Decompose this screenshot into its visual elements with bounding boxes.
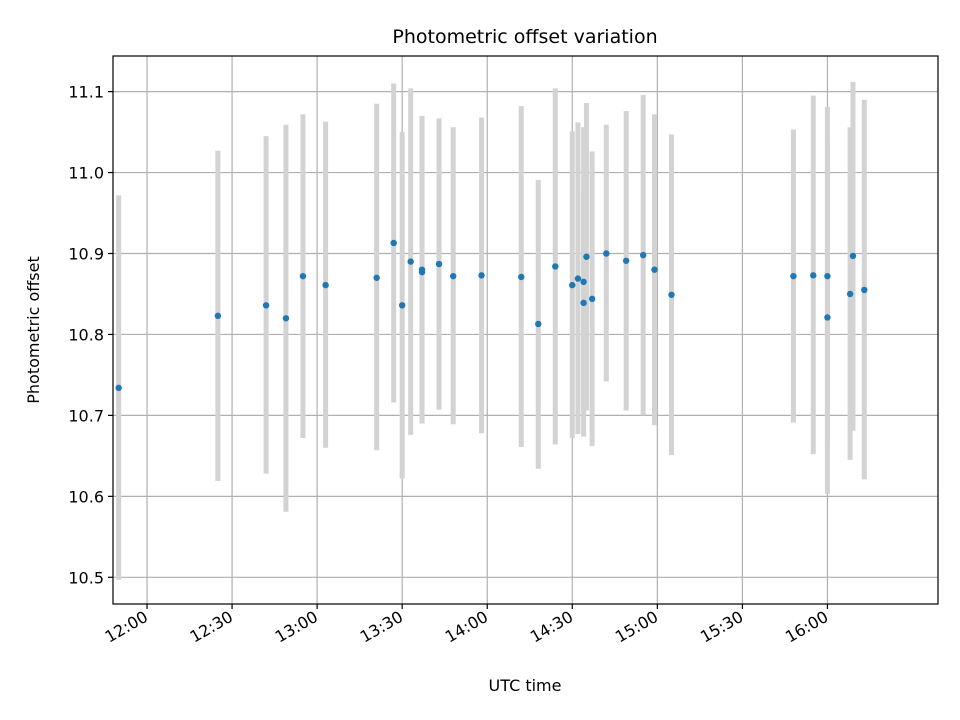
data-point	[569, 281, 576, 289]
x-tick-label: 14:00	[442, 607, 491, 647]
y-tick-label: 10.8	[68, 325, 104, 344]
data-point	[580, 278, 587, 286]
data-point	[849, 252, 857, 260]
data-points	[115, 239, 868, 392]
chart-title: Photometric offset variation	[392, 26, 657, 48]
x-tick-label: 13:30	[357, 607, 406, 647]
data-point	[824, 314, 831, 321]
data-point	[407, 258, 414, 265]
y-axis-ticks: 10.5 10.6 10.7 10.8 10.9 11.0 11.1	[68, 83, 113, 587]
data-point	[588, 295, 596, 303]
data-point	[390, 239, 397, 247]
data-point	[639, 251, 647, 259]
error-bars	[116, 81, 867, 580]
x-tick-label: 15:00	[612, 607, 661, 647]
data-point	[398, 302, 406, 309]
data-point	[583, 253, 590, 260]
plot-frame	[112, 55, 939, 605]
y-tick-label: 10.5	[68, 568, 104, 587]
data-point	[373, 274, 380, 281]
data-point	[115, 384, 122, 392]
data-point	[603, 250, 610, 257]
data-point	[322, 281, 329, 289]
data-point	[824, 272, 831, 280]
y-tick-label: 10.6	[68, 487, 104, 506]
data-point	[861, 286, 868, 294]
y-tick-label: 11.1	[68, 83, 104, 102]
x-tick-label: 12:30	[187, 607, 236, 647]
x-axis-ticks: 12:00 12:30 13:00 13:30 14:00 14:30 15:00 15:30…	[102, 604, 831, 647]
data-point	[282, 315, 290, 322]
data-point	[450, 272, 457, 280]
data-point	[478, 272, 485, 279]
data-point	[214, 312, 222, 320]
data-point	[418, 268, 426, 276]
data-point	[435, 260, 443, 268]
data-point	[552, 263, 559, 270]
data-point	[262, 302, 270, 309]
y-tick-label: 11.0	[68, 164, 104, 183]
x-tick-label: 13:00	[272, 607, 321, 647]
data-point	[299, 272, 307, 280]
data-point	[651, 266, 658, 273]
data-point	[622, 257, 630, 264]
data-point	[518, 273, 525, 281]
data-point	[574, 275, 582, 282]
x-tick-label: 15:30	[697, 607, 746, 647]
data-point	[810, 272, 817, 279]
y-tick-label: 10.7	[68, 406, 104, 425]
data-point	[668, 291, 675, 298]
x-tick-label: 14:30	[527, 607, 576, 647]
y-axis-label: Photometric offset	[24, 256, 43, 404]
x-axis-label: UTC time	[489, 676, 562, 695]
x-tick-label: 16:00	[782, 607, 831, 647]
data-point	[846, 290, 854, 298]
x-tick-label: 12:00	[102, 607, 151, 647]
y-tick-label: 10.9	[68, 245, 104, 264]
data-point	[790, 272, 797, 280]
data-point	[580, 299, 587, 307]
data-point	[535, 320, 542, 328]
